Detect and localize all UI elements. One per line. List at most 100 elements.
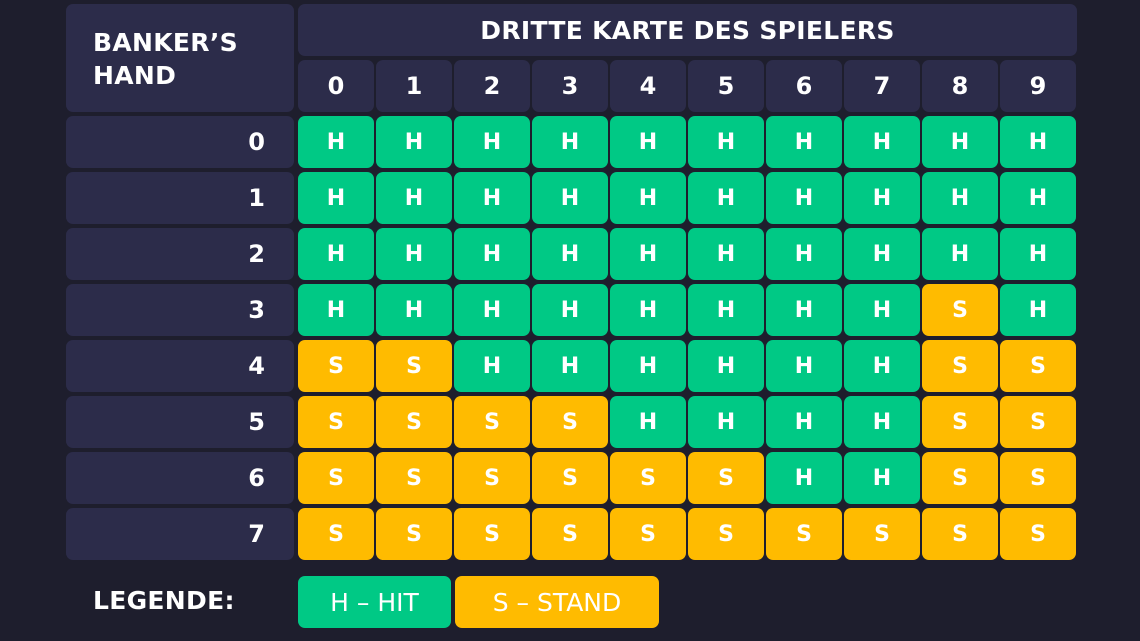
stand-cell: S xyxy=(766,508,842,560)
stand-cell: S xyxy=(922,284,998,336)
banker-hand-label: BANKER’S HAND xyxy=(93,28,238,90)
row-label: 0 xyxy=(66,116,294,168)
hit-cell: H xyxy=(610,116,686,168)
hit-cell: H xyxy=(844,116,920,168)
hit-cell: H xyxy=(844,340,920,392)
row-label: 7 xyxy=(66,508,294,560)
stand-cell: S xyxy=(688,452,764,504)
stand-cell: S xyxy=(454,396,530,448)
hit-cell: H xyxy=(844,284,920,336)
hit-cell: H xyxy=(298,172,374,224)
hit-cell: H xyxy=(532,116,608,168)
legend-hit: H – HIT xyxy=(298,576,451,628)
hit-cell: H xyxy=(922,172,998,224)
hit-cell: H xyxy=(454,172,530,224)
stand-cell: S xyxy=(376,508,452,560)
player-third-card-title: DRITTE KARTE DES SPIELERS xyxy=(298,4,1077,56)
hit-cell: H xyxy=(766,340,842,392)
column-header: 9 xyxy=(1000,60,1076,112)
hit-cell: H xyxy=(610,284,686,336)
hit-cell: H xyxy=(454,340,530,392)
hit-cell: H xyxy=(454,116,530,168)
hit-cell: H xyxy=(298,284,374,336)
stand-cell: S xyxy=(298,508,374,560)
hit-cell: H xyxy=(532,228,608,280)
stand-cell: S xyxy=(922,396,998,448)
hit-cell: H xyxy=(688,116,764,168)
hit-cell: H xyxy=(298,116,374,168)
hit-cell: H xyxy=(610,228,686,280)
hit-cell: H xyxy=(766,396,842,448)
hit-cell: H xyxy=(922,228,998,280)
column-header: 6 xyxy=(766,60,842,112)
hit-cell: H xyxy=(1000,228,1076,280)
legend-label: LEGENDE: xyxy=(93,586,235,615)
hit-cell: H xyxy=(376,116,452,168)
stand-cell: S xyxy=(1000,340,1076,392)
hit-cell: H xyxy=(1000,284,1076,336)
stand-cell: S xyxy=(1000,396,1076,448)
hit-cell: H xyxy=(1000,116,1076,168)
stand-cell: S xyxy=(922,340,998,392)
hit-cell: H xyxy=(610,340,686,392)
column-header: 8 xyxy=(922,60,998,112)
stand-cell: S xyxy=(922,452,998,504)
hit-cell: H xyxy=(1000,172,1076,224)
legend-stand: S – STAND xyxy=(455,576,659,628)
hit-cell: H xyxy=(610,172,686,224)
hit-cell: H xyxy=(922,116,998,168)
stand-cell: S xyxy=(610,452,686,504)
hit-cell: H xyxy=(610,396,686,448)
hit-cell: H xyxy=(766,116,842,168)
stand-cell: S xyxy=(844,508,920,560)
stand-cell: S xyxy=(376,452,452,504)
hit-cell: H xyxy=(454,228,530,280)
stand-cell: S xyxy=(532,452,608,504)
hit-cell: H xyxy=(688,228,764,280)
hit-cell: H xyxy=(532,172,608,224)
stand-cell: S xyxy=(454,452,530,504)
hit-cell: H xyxy=(688,340,764,392)
hit-cell: H xyxy=(844,228,920,280)
stand-cell: S xyxy=(688,508,764,560)
banker-hand-header: BANKER’S HAND xyxy=(66,4,294,112)
hit-cell: H xyxy=(766,172,842,224)
column-header: 3 xyxy=(532,60,608,112)
column-header: 2 xyxy=(454,60,530,112)
hit-cell: H xyxy=(844,396,920,448)
row-label: 4 xyxy=(66,340,294,392)
hit-cell: H xyxy=(454,284,530,336)
hit-cell: H xyxy=(532,284,608,336)
stand-cell: S xyxy=(376,340,452,392)
stand-cell: S xyxy=(532,396,608,448)
column-header: 7 xyxy=(844,60,920,112)
hit-cell: H xyxy=(376,284,452,336)
hit-cell: H xyxy=(298,228,374,280)
row-label: 3 xyxy=(66,284,294,336)
hit-cell: H xyxy=(688,284,764,336)
stand-cell: S xyxy=(1000,508,1076,560)
row-label: 2 xyxy=(66,228,294,280)
hit-cell: H xyxy=(688,172,764,224)
stand-cell: S xyxy=(1000,452,1076,504)
hit-cell: H xyxy=(766,284,842,336)
column-header: 5 xyxy=(688,60,764,112)
stand-cell: S xyxy=(532,508,608,560)
column-header: 0 xyxy=(298,60,374,112)
stand-cell: S xyxy=(922,508,998,560)
stand-cell: S xyxy=(298,452,374,504)
hit-cell: H xyxy=(688,396,764,448)
row-label: 5 xyxy=(66,396,294,448)
hit-cell: H xyxy=(376,172,452,224)
row-label: 1 xyxy=(66,172,294,224)
column-header: 1 xyxy=(376,60,452,112)
row-label: 6 xyxy=(66,452,294,504)
column-header: 4 xyxy=(610,60,686,112)
hit-cell: H xyxy=(766,452,842,504)
hit-cell: H xyxy=(766,228,842,280)
stand-cell: S xyxy=(376,396,452,448)
stand-cell: S xyxy=(610,508,686,560)
stand-cell: S xyxy=(298,340,374,392)
hit-cell: H xyxy=(844,452,920,504)
stand-cell: S xyxy=(298,396,374,448)
